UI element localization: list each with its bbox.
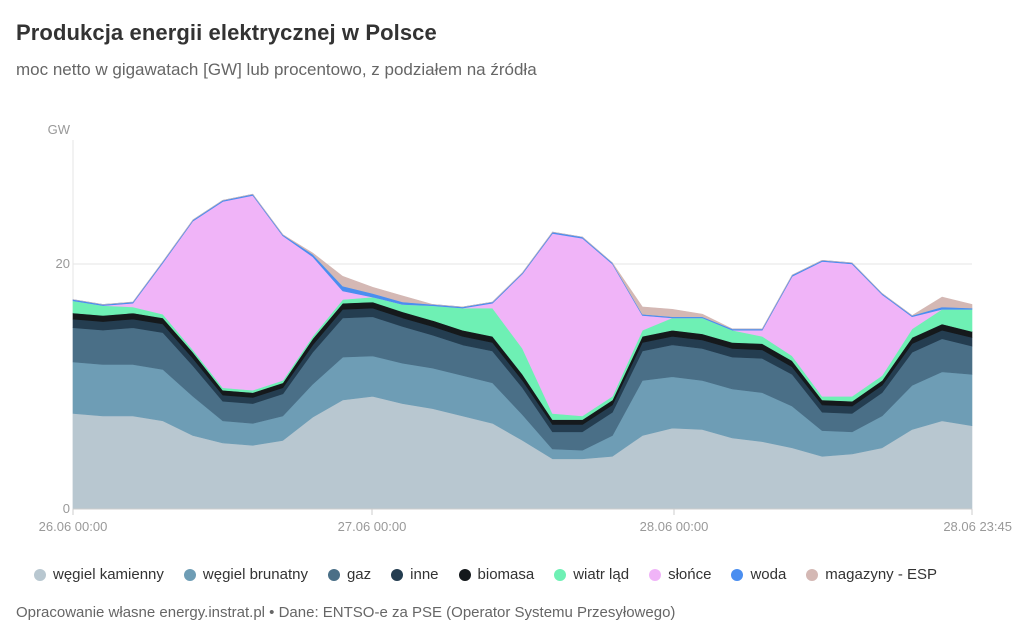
legend-swatch [458, 568, 471, 581]
y-tick-label: 20 [56, 256, 70, 271]
legend-swatch [554, 568, 567, 581]
chart-title: Produkcja energii elektrycznej w Polsce [16, 20, 437, 45]
legend-item[interactable]: biomasa [458, 566, 535, 583]
x-tick-label: 28.06 00:00 [640, 519, 709, 534]
legend-item[interactable]: słońce [649, 566, 711, 583]
legend-swatch [731, 568, 744, 581]
chart-legend: węgiel kamienny węgiel brunatny gaz inne bio… [34, 566, 937, 583]
chart-subtitle: moc netto w gigawatach [GW] lub procento… [16, 60, 537, 79]
x-tick-label: 27.06 00:00 [338, 519, 407, 534]
x-tick-label: 26.06 00:00 [39, 519, 108, 534]
stacked-area-chart: 0 20 GW 26.06 00:00 27.06 00:00 28.06 00:00 28… [39, 122, 1012, 534]
legend-swatch [183, 568, 196, 581]
legend-item[interactable]: węgiel brunatny [183, 566, 308, 583]
legend-item[interactable]: inne [391, 566, 439, 583]
legend-label: słońce [668, 566, 712, 583]
legend-swatch [34, 568, 46, 581]
legend-label: biomasa [477, 566, 535, 583]
legend-swatch [649, 568, 662, 581]
legend-label: węgiel kamienny [53, 566, 164, 583]
legend-item[interactable]: woda [731, 566, 786, 583]
legend-swatch [806, 568, 819, 581]
y-tick-label: 0 [63, 501, 70, 516]
source-footer: Opracowanie własne energy.instrat.pl • D… [16, 604, 676, 621]
legend-item[interactable]: magazyny - ESP [806, 566, 937, 583]
legend-label: węgiel brunatny [202, 566, 308, 583]
x-tick-label: 28.06 23:45 [943, 519, 1012, 534]
legend-label: gaz [346, 566, 372, 583]
legend-item[interactable]: wiatr ląd [554, 566, 629, 583]
legend-label: inne [410, 566, 439, 583]
legend-label: magazyny - ESP [825, 566, 938, 583]
legend-swatch [391, 568, 404, 581]
legend-label: wiatr ląd [573, 566, 630, 583]
area-magazyny-esp[interactable] [72, 193, 973, 330]
legend-label: woda [750, 566, 787, 583]
legend-swatch [327, 568, 340, 581]
y-axis-label: GW [48, 122, 71, 137]
legend-item[interactable]: gaz [327, 566, 372, 583]
legend-item[interactable]: węgiel kamienny [34, 566, 164, 583]
